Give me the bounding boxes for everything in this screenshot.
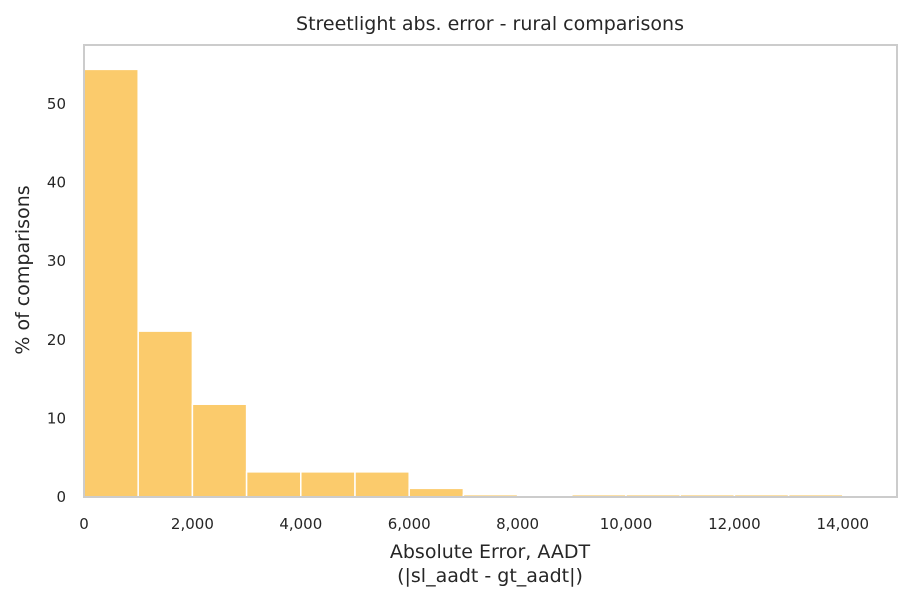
y-tick-label: 30 xyxy=(47,252,66,270)
x-tick-label: 12,000 xyxy=(708,515,761,533)
chart-title: Streetlight abs. error - rural compariso… xyxy=(296,13,684,35)
x-axis-label-line1: Absolute Error, AADT xyxy=(390,541,591,563)
histogram-bar xyxy=(354,471,410,498)
y-axis-label: % of comparisons xyxy=(12,185,34,354)
histogram-bar xyxy=(191,403,248,498)
x-tick-label: 6,000 xyxy=(388,515,431,533)
bars-group xyxy=(83,68,844,498)
x-axis-ticks: 0 2,000 4,000 6,000 8,000 10,000 12,000 14,000 xyxy=(79,515,869,533)
x-tick-label: 2,000 xyxy=(171,515,214,533)
histogram-bar xyxy=(408,487,465,498)
x-tick-label: 10,000 xyxy=(600,515,653,533)
histogram-bar xyxy=(83,68,139,498)
y-tick-label: 10 xyxy=(47,409,66,427)
x-tick-label: 14,000 xyxy=(817,515,870,533)
y-tick-label: 20 xyxy=(47,331,66,349)
y-tick-label: 50 xyxy=(47,95,66,113)
y-tick-label: 40 xyxy=(47,174,66,192)
plot-frame xyxy=(83,44,898,498)
y-axis-ticks: 0 10 20 30 40 50 xyxy=(47,95,66,506)
x-axis-label-line2: (|sl_aadt - gt_aadt|) xyxy=(397,565,583,587)
x-tick-label: 4,000 xyxy=(279,515,322,533)
histogram-bar xyxy=(137,330,194,498)
y-tick-label: 0 xyxy=(56,488,66,506)
x-tick-label: 8,000 xyxy=(496,515,539,533)
histogram-bar xyxy=(245,471,302,498)
x-tick-label: 0 xyxy=(79,515,89,533)
histogram-bar xyxy=(300,471,356,498)
